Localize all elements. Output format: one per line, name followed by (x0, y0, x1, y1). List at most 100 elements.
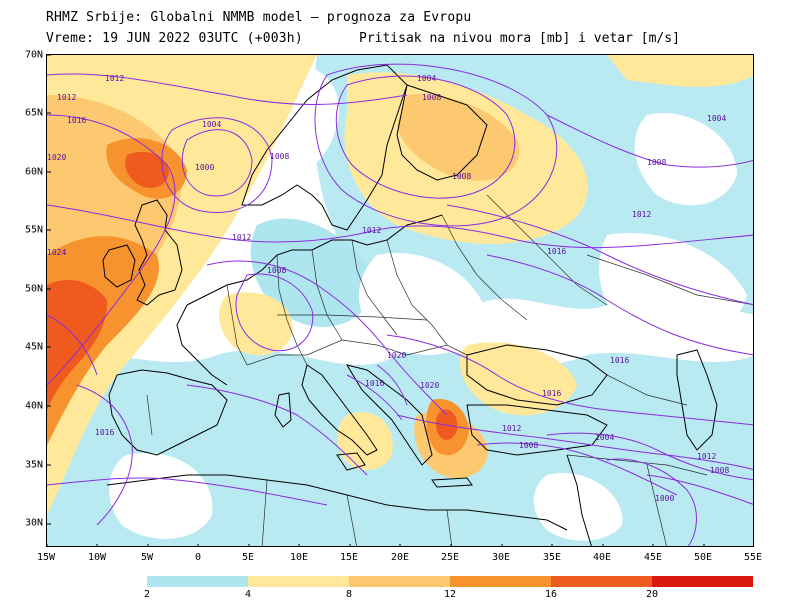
ireland-coast (102, 244, 136, 288)
legend-swatch (147, 576, 248, 587)
isobar-label: 1012 (232, 233, 251, 242)
wind-shading (47, 55, 753, 546)
border-line (246, 339, 468, 366)
lon-label-45e: 45E (643, 552, 663, 563)
lon-label-30e: 30E (491, 552, 511, 563)
border-line (346, 494, 357, 546)
isobar-label: 1012 (57, 93, 76, 102)
legend-tick: 12 (443, 589, 457, 600)
isobar-line (47, 204, 753, 249)
lat-label-35n: 35N (24, 459, 43, 471)
border-line (441, 214, 528, 321)
isobar-label: 1020 (387, 351, 406, 360)
isobar-label: 1016 (95, 428, 114, 437)
isobar-label: 1024 (47, 248, 66, 257)
isobar-line (376, 364, 408, 406)
isobar-line (314, 63, 558, 227)
lon-label-15w: 15W (36, 552, 56, 563)
border-line (261, 479, 268, 546)
isobar-line (47, 314, 98, 376)
caspian-coast (676, 349, 718, 451)
isobar-label: 1012 (632, 210, 651, 219)
wind-speed-legend (147, 576, 753, 587)
valid-time: Vreme: 19 JUN 2022 03UTC (+003h) (46, 31, 303, 46)
isobar-label: 1020 (420, 381, 439, 390)
lat-label-65n: 65N (24, 107, 43, 119)
isobar-label: 1008 (422, 93, 441, 102)
wind-16-20-area (435, 409, 458, 440)
lat-label-60n: 60N (24, 166, 43, 178)
isobar-line (186, 384, 368, 476)
isobar-line (606, 458, 697, 546)
wind-16-20-area (47, 280, 108, 410)
france-coast (176, 304, 228, 386)
calm-area (358, 253, 487, 355)
lon-label-0: 0 (194, 552, 202, 563)
lat-label-55n: 55N (24, 224, 43, 236)
isobar-label: 1012 (697, 452, 716, 461)
isobar-label: 1008 (452, 172, 471, 181)
levant-coast (566, 454, 592, 546)
isobar-labels: 1012 1016 1004 1000 1008 1008 1004 1004 … (47, 74, 729, 503)
legend-swatch (652, 576, 753, 587)
isobar-label: 1016 (542, 389, 561, 398)
isobar-label: 1012 (502, 424, 521, 433)
isobar-label: 1008 (647, 158, 666, 167)
isobar-label: 1000 (195, 163, 214, 172)
isobar-line (546, 432, 753, 481)
wind-8-12-area (397, 94, 520, 181)
lon-label-20e: 20E (390, 552, 410, 563)
lon-label-35e: 35E (542, 552, 562, 563)
isobar-label: 1008 (267, 266, 286, 275)
legend-tick: 20 (645, 589, 659, 600)
border-line (586, 254, 753, 306)
border-line (311, 249, 343, 341)
frame-ticks (47, 55, 705, 546)
calm-area (634, 113, 737, 206)
isobar-label: 1000 (655, 494, 674, 503)
wind-pressure-map: 1012 1016 1004 1000 1008 1008 1004 1004 … (47, 55, 753, 546)
black-sea-coast (466, 344, 608, 406)
legend-swatch (551, 576, 652, 587)
isobar-line (646, 474, 753, 505)
isobar-line (386, 334, 753, 426)
map-title: RHMZ Srbije: Globalni NMMB model — progn… (46, 10, 472, 25)
isobar-line (47, 73, 408, 105)
lon-label-5w: 5W (140, 552, 154, 563)
isobar-line (181, 129, 253, 197)
isobar-line (476, 442, 678, 496)
isobar-label: 1004 (417, 74, 436, 83)
isobar-line (206, 260, 448, 416)
lon-label-10w: 10W (87, 552, 107, 563)
lon-label-15e: 15E (339, 552, 359, 563)
scandinavia-coast (241, 64, 408, 231)
legend-tick: 8 (345, 589, 353, 600)
isobar-label: 1004 (202, 120, 221, 129)
lon-label-40e: 40E (592, 552, 612, 563)
isobar-line (76, 384, 133, 526)
isobar-line (335, 75, 516, 199)
map-panel: 1012 1016 1004 1000 1008 1008 1004 1004 … (46, 54, 754, 547)
wind-4-8-area (607, 55, 753, 87)
isobar-label: 1008 (519, 441, 538, 450)
border-line (351, 239, 398, 336)
legend-swatch (349, 576, 450, 587)
border-line (446, 509, 453, 546)
lat-label-30n: 30N (24, 517, 43, 529)
italy-coast (301, 364, 378, 456)
lon-label-5e: 5E (241, 552, 255, 563)
lat-label-50n: 50N (24, 283, 43, 295)
border-line (606, 374, 688, 406)
calm-area (533, 473, 623, 541)
isobar-label: 1004 (595, 433, 614, 442)
isobar-label: 1008 (710, 466, 729, 475)
lat-label-45n: 45N (24, 341, 43, 353)
isobar-line (235, 273, 314, 352)
border-line (276, 254, 308, 366)
isobar-line (486, 254, 753, 356)
wind-4-8-area (459, 342, 577, 416)
isobar-line (346, 374, 403, 421)
field-description: Pritisak na nivou mora [mb] i vetar [m/s… (359, 31, 680, 46)
tick (47, 55, 51, 525)
british-isles-coast (134, 199, 183, 306)
